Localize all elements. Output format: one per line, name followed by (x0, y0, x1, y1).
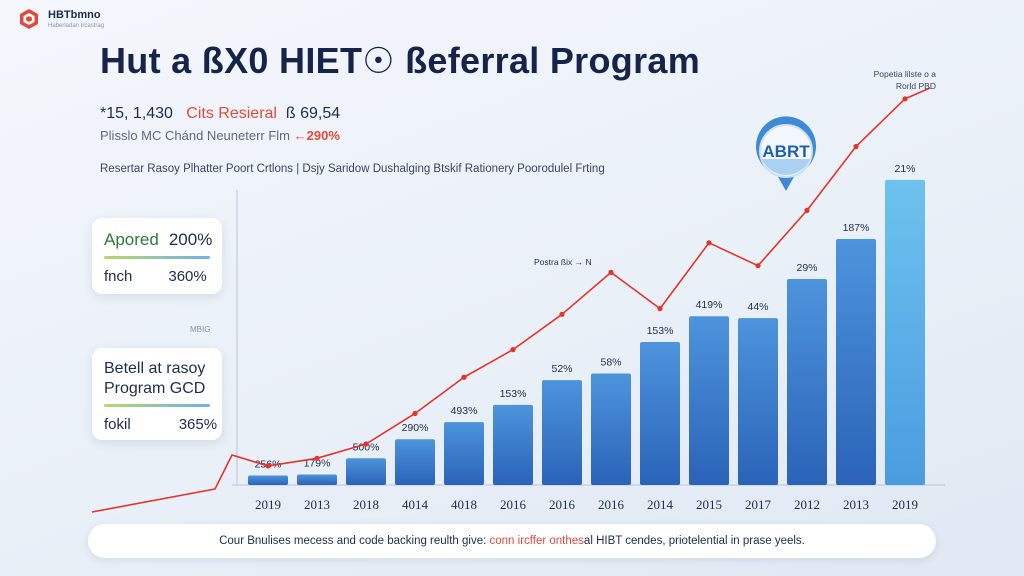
trend-point-11 (804, 207, 810, 213)
bar-2 (346, 458, 386, 485)
x-tick-label-11: 2012 (794, 497, 820, 512)
bar-10 (738, 318, 778, 485)
map-pin-badge: ABRT (756, 116, 816, 191)
x-tick-label-5: 2016 (500, 497, 527, 512)
x-tick-label-1: 2013 (304, 497, 330, 512)
x-tick-label-13: 2019 (892, 497, 918, 512)
data-label-4: 493% (451, 405, 478, 417)
trend-point-3 (412, 410, 418, 417)
stats-line-2: Plisslo MC Chánd Neuneterr Flm ←290% (100, 128, 340, 143)
stat-card-2-line-2: Program GCD (104, 380, 206, 397)
stats-line-1: *15, 1,430 Cits Resieral ß 69,54 (100, 105, 340, 123)
stats-percent: ←290% (293, 128, 340, 143)
trend-point-7 (608, 269, 614, 275)
stats-label-1: Cits Resieral (186, 105, 277, 122)
bar-11 (787, 279, 827, 485)
trend-line (91, 87, 931, 513)
trend-point-2 (363, 441, 369, 447)
stat-label-fokil: fokil (104, 416, 131, 433)
trend-point-8 (657, 306, 663, 312)
brand-logo: HBTbmno Haberladan Ircastrag (18, 8, 104, 30)
data-label-6: 52% (551, 363, 572, 375)
line-annotation: Postra ßix → N (534, 257, 592, 267)
bar-9 (689, 316, 729, 485)
x-tick-label-7: 2016 (598, 497, 625, 512)
stat-card-2-line-3: fokil 365% (104, 416, 217, 433)
brand-name: HBTbmno (48, 8, 101, 21)
bar-3 (395, 439, 435, 485)
bar-0 (248, 475, 288, 485)
x-tick-label-10: 2017 (745, 497, 772, 512)
divider (104, 256, 210, 259)
stat-value-fokil: 365% (178, 416, 218, 433)
stat-value-apored: 200% (168, 230, 213, 249)
bar-5 (493, 404, 533, 485)
x-tick-label-3: 4014 (402, 497, 429, 512)
trend-point-10 (755, 263, 761, 269)
stat-value-fnch: 360% (168, 268, 207, 285)
x-tick-label-9: 2015 (696, 497, 722, 512)
bar-12 (836, 239, 876, 485)
stats-label-2: Plisslo MC Chánd Neuneterr Flm (100, 128, 291, 143)
trend-point-0 (265, 463, 271, 469)
corner-note-line-2: Rorld PBD (895, 81, 936, 91)
stat-card-1-row-1: Apored 200% (104, 230, 212, 250)
bar-8 (640, 341, 680, 485)
data-label-3: 290% (402, 422, 429, 434)
footer-text-2: al HIBT cendes, priotelential in prase y… (583, 535, 805, 547)
x-tick-label-6: 2016 (549, 497, 576, 512)
x-tick-label-4: 4018 (451, 497, 477, 512)
data-label-5: 153% (500, 388, 527, 400)
stat-label-apored: Apored (104, 230, 159, 249)
trend-point-12 (853, 143, 859, 150)
badge-text: ABRT (762, 142, 810, 161)
x-tick-label-12: 2013 (843, 497, 869, 512)
trend-point-9 (706, 240, 712, 246)
footer-caption: Cour Bnulises mecess and code backing re… (88, 524, 936, 558)
data-label-9: 419% (696, 299, 723, 311)
stats-value-1: *15, 1,430 (100, 105, 173, 122)
page-title: Hut a ßX0 HIET☉ ßeferral Program (100, 40, 701, 81)
hexagon-logo-icon (20, 9, 38, 29)
x-tick-label-2: 2018 (353, 497, 379, 512)
trend-point-1 (314, 455, 320, 461)
x-tick-label-8: 2014 (647, 497, 674, 512)
x-tick-label-0: 2019 (255, 497, 281, 512)
stat-card-2-line-1: Betell at rasoy (104, 360, 206, 377)
stat-card-2: Betell at rasoy Program GCD fokil 365% (92, 348, 222, 440)
bar-1 (297, 474, 337, 485)
footer-highlight: conn ircffer onthes (489, 535, 584, 547)
corner-note: Popetia lilste o a Rorld PBD (874, 68, 936, 92)
corner-note-line-1: Popetia lilste o a (873, 69, 936, 79)
stats-value-2: ß 69,54 (285, 105, 341, 122)
bar-13 (885, 179, 925, 485)
bar-4 (444, 422, 484, 485)
footer-text-1: Cour Bnulises mecess and code backing re… (219, 535, 487, 547)
bar-7 (591, 373, 631, 485)
side-tag: MBIG (190, 325, 211, 334)
bar-6 (542, 380, 582, 485)
trend-point-5 (510, 347, 516, 353)
divider (104, 404, 210, 407)
trend-point-6 (559, 311, 565, 317)
stat-card-1: Apored 200% fnch 360% (92, 218, 222, 294)
data-label-2: 500% (353, 441, 380, 453)
data-label-1: 179% (304, 458, 331, 470)
data-label-13: 21% (894, 163, 915, 175)
data-label-12: 187% (843, 222, 870, 234)
data-label-11: 29% (796, 262, 817, 274)
stat-card-1-row-2: fnch 360% (104, 268, 207, 285)
trend-point-4 (461, 374, 467, 380)
data-label-8: 153% (647, 325, 674, 337)
data-label-7: 58% (600, 356, 621, 368)
chart-description: Resertar Rasoy Plhatter Poort Crtlons | … (100, 163, 605, 175)
brand-tagline: Haberladan Ircastrag (48, 22, 105, 29)
trend-point-13 (902, 96, 908, 102)
data-label-10: 44% (747, 301, 768, 313)
stat-label-fnch: fnch (104, 268, 133, 285)
